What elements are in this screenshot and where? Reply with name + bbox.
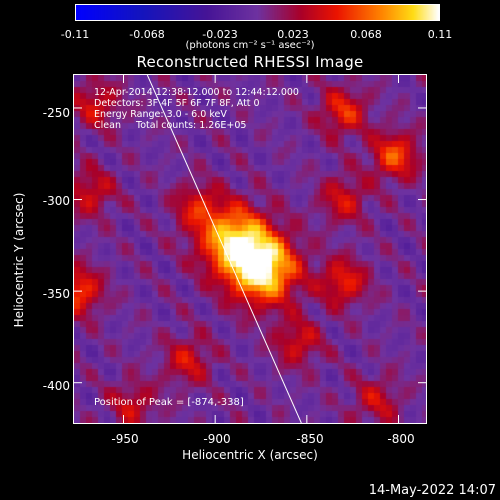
x-tick-label: -950 [111, 432, 139, 446]
heatmap-image [74, 75, 426, 423]
y-tick-label: -350 [42, 287, 70, 301]
chart-title: Reconstructed RHESSI Image [136, 53, 364, 71]
x-tick-label: -850 [296, 432, 324, 446]
date-stamp: 14-May-2022 14:07 [368, 483, 496, 498]
solar-limb-line [146, 75, 302, 423]
colorbar-tick-label: 0.11 [427, 28, 453, 41]
colorbar-tick-label: -0.023 [202, 28, 238, 41]
annotation-time-range: 12-Apr-2014 12:38:12.000 to 12:44:12.000 [94, 87, 299, 98]
y-tick-label: -300 [42, 194, 70, 208]
colorbar-units: (photons cm⁻² s⁻¹ asec⁻²) [185, 40, 315, 51]
y-tick-label: -400 [42, 379, 70, 393]
y-tick-label: -250 [42, 106, 70, 120]
annotation-counts: Clean Total counts: 1.26E+05 [94, 120, 247, 131]
overlay-svg [74, 75, 426, 423]
annotation-detectors: Detectors: 3F 4F 5F 6F 7F 8F, Att 0 [94, 98, 260, 109]
x-tick-label: -900 [203, 432, 231, 446]
x-tick-label: -800 [387, 432, 415, 446]
colorbar-tick-label: -0.11 [60, 28, 90, 41]
y-axis-label: Heliocentric Y (arcsec) [12, 192, 26, 328]
colorbar-tick-label: -0.068 [129, 28, 165, 41]
colorbar-tick-label: 0.023 [277, 28, 309, 41]
plot-area: 12-Apr-2014 12:38:12.000 to 12:44:12.000… [73, 74, 427, 424]
colorbar-tick-label: 0.068 [350, 28, 382, 41]
peak-position-label: Position of Peak = [-874,-338] [94, 397, 244, 408]
x-axis-label: Heliocentric X (arcsec) [182, 448, 318, 462]
colorbar [75, 4, 440, 21]
annotation-energy-range: Energy Range: 3.0 - 6.0 keV [94, 109, 227, 120]
